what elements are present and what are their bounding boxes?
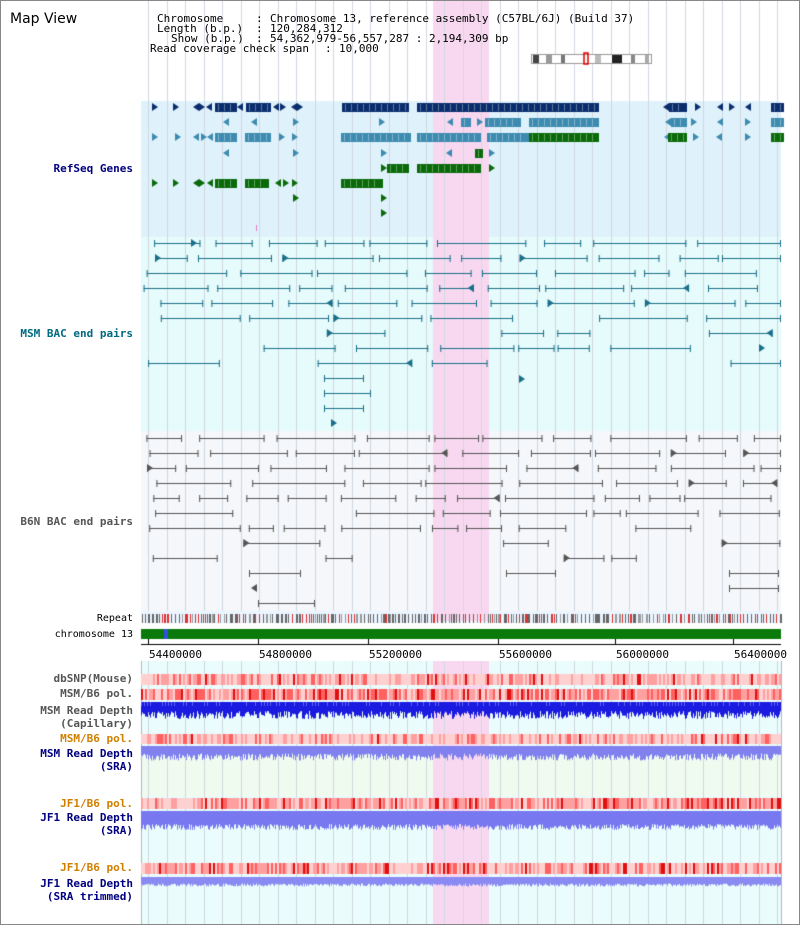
axis-tick-label: 55200000 (369, 648, 422, 661)
coverage-label: Read coverage check span (150, 42, 309, 55)
chromosome-ideogram[interactable] (529, 54, 652, 64)
track-label-msm-depth-cap-2: (Capillary) (60, 717, 133, 730)
track-label-msm-b6-pol-1: MSM/B6 pol. (60, 687, 133, 700)
track-label-jf1-depth-trim-1: JF1 Read Depth (40, 877, 133, 890)
coverage-colon: : (325, 42, 332, 55)
track-label-chromosome: chromosome 13 (54, 629, 133, 640)
axis-tick-label: 54800000 (259, 648, 312, 661)
chromosome-colon: : (256, 12, 263, 25)
coverage-value: 10,000 (339, 42, 379, 55)
show-label: Show (b.p.) (171, 32, 244, 45)
track-label-msm-depth-sra-1: MSM Read Depth (40, 747, 133, 760)
track-label-jf1-depth-sra-2: (SRA) (99, 824, 133, 837)
track-label-dbsnp: dbSNP(Mouse) (53, 672, 133, 685)
track-label-msm-depth-sra-2: (SRA) (99, 760, 133, 773)
track-label-refseq[interactable]: RefSeq Genes (53, 162, 133, 175)
axis-tick-label: 56400000 (734, 648, 787, 661)
page-title: Map View (10, 11, 78, 27)
chromosome-value: Chromosome 13, reference assembly (C57BL… (270, 12, 635, 25)
axis-tick-label: 54400000 (149, 648, 202, 661)
track-label-msm-b6-pol-2: MSM/B6 pol. (60, 732, 133, 745)
length-value: 120,284,312 (270, 22, 343, 35)
length-label: Length (b.p.) (157, 22, 244, 35)
track-label-msm-bac[interactable]: MSM BAC end pairs (20, 327, 133, 340)
track-label-jf1-depth-sra-1: JF1 Read Depth (40, 811, 133, 824)
track-label-jf1-b6-pol-2: JF1/B6 pol. (60, 861, 133, 874)
axis-tick-label: 56000000 (616, 648, 669, 661)
chromosome-label: Chromosome (157, 12, 224, 25)
show-value: 54,362,979-56,557,287 : 2,194,309 bp (270, 32, 509, 45)
track-label-jf1-b6-pol-1: JF1/B6 pol. (60, 797, 133, 810)
axis-tick-label: 55600000 (499, 648, 552, 661)
track-label-msm-depth-cap-1: MSM Read Depth (40, 704, 133, 717)
track-label-b6n-bac[interactable]: B6N BAC end pairs (20, 515, 133, 528)
show-colon: : (256, 32, 263, 45)
track-label-jf1-depth-trim-2: (SRA trimmed) (46, 890, 133, 903)
length-colon: : (256, 22, 263, 35)
track-label-repeat: Repeat (96, 613, 133, 624)
